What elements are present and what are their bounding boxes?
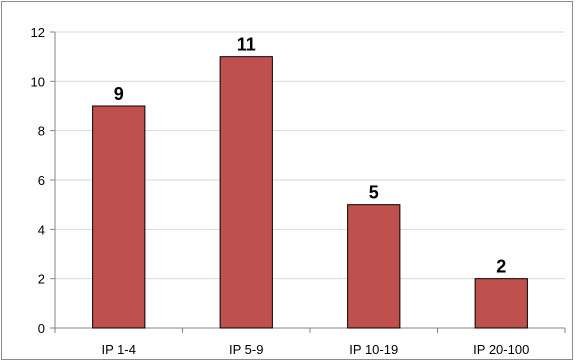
x-tick-label: IP 1-4 — [102, 342, 136, 357]
bar-ip-5-9 — [219, 56, 273, 329]
y-tick-label: 12 — [31, 25, 45, 40]
y-tick-label: 0 — [38, 321, 45, 336]
bar-ip-10-19 — [347, 204, 401, 329]
x-tick-label: IP 10-19 — [349, 342, 398, 357]
data-label: 11 — [237, 35, 256, 55]
x-tick-label: IP 5-9 — [229, 342, 263, 357]
data-label: 2 — [496, 257, 506, 277]
bars — [92, 56, 528, 329]
y-tick-label: 8 — [38, 124, 45, 139]
bar-ip-1-4 — [92, 105, 146, 329]
x-tick-label: IP 20-100 — [473, 342, 529, 357]
data-label: 5 — [369, 183, 379, 203]
data-label: 9 — [114, 84, 124, 104]
bar-ip-20-100 — [474, 278, 528, 329]
y-tick-label: 2 — [38, 272, 45, 287]
y-tick-label: 6 — [38, 173, 45, 188]
labels: 9 IP 1-4 11 IP 5-9 5 IP 10-19 2 IP 20-100 — [102, 35, 530, 357]
y-tick-label: 10 — [31, 74, 45, 89]
y-tick-label: 4 — [38, 222, 45, 237]
